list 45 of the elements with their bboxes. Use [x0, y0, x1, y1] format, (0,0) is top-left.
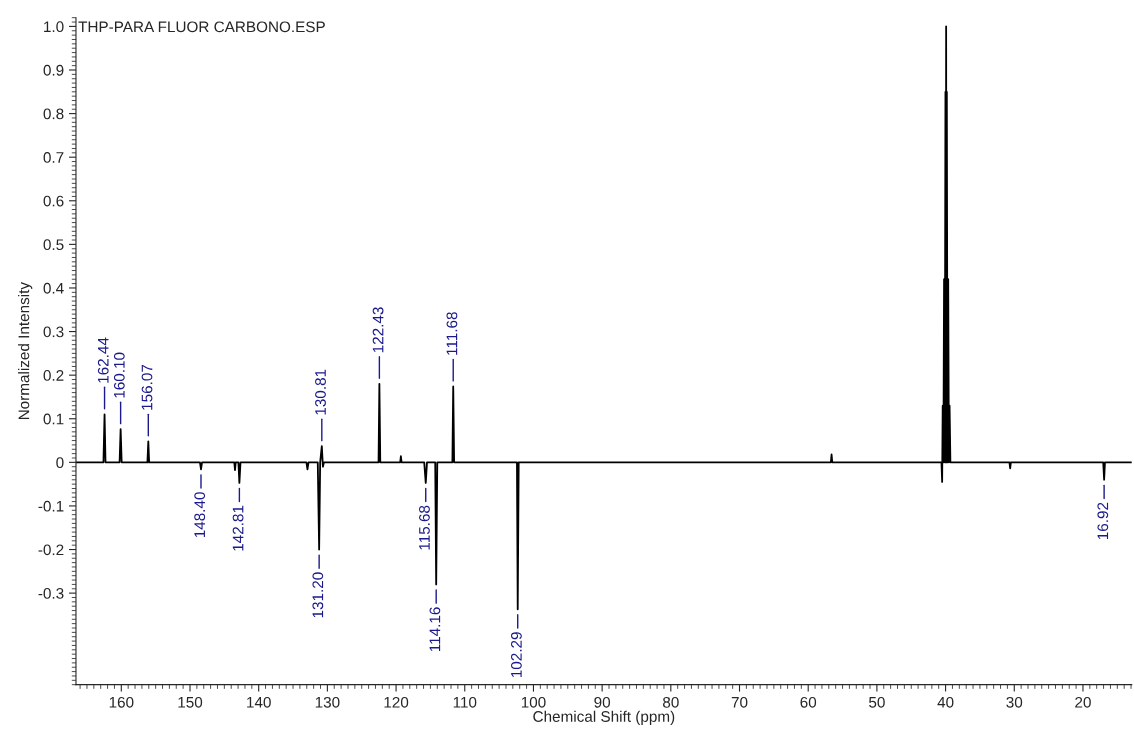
y-axis-title: Normalized Intensity: [18, 282, 33, 420]
y-tick-label: 0.4: [43, 282, 64, 294]
annotation: 160.10: [113, 352, 125, 398]
annotation: 102.29: [511, 632, 522, 678]
y-tick-label: 0.6: [43, 195, 64, 207]
annotation: 122.43: [372, 307, 384, 353]
x-tick-label: 60: [800, 696, 817, 708]
y-tick-label: 0.5: [43, 239, 64, 251]
y-tick-label: 0: [56, 457, 64, 469]
x-tick-label: 130: [315, 696, 340, 708]
x-tick-label: 110: [453, 696, 477, 708]
y-tick-label: 0.3: [43, 326, 64, 338]
y-tick-label: -0.3: [38, 587, 64, 599]
x-tick-label: 160: [109, 696, 134, 708]
annotation: 115.68: [419, 505, 430, 550]
x-tick-label: 140: [247, 696, 271, 708]
annotation: 114.16: [429, 607, 441, 652]
annotation: 162.44: [97, 337, 109, 383]
y-tick-label: 0.2: [43, 370, 64, 381]
x-tick-label: 120: [384, 696, 409, 708]
x-tick-label: 50: [869, 696, 885, 708]
x-tick-label: 100: [521, 696, 546, 708]
x-tick-label: 150: [178, 696, 203, 708]
annotation: 16.92: [1097, 502, 1109, 540]
y-tick-label: 0.1: [43, 413, 64, 425]
x-tick-label: 70: [731, 696, 748, 708]
x-tick-label: 90: [594, 696, 611, 708]
chart-title: THP-PARA FLUOR CARBONO.ESP: [78, 21, 325, 33]
x-tick-label: 40: [937, 696, 954, 708]
x-tick-label: 30: [1006, 696, 1023, 708]
annotation: 156.07: [141, 364, 153, 410]
annotation: 148.40: [194, 492, 206, 538]
x-tick-label: 20: [1075, 696, 1091, 708]
y-tick-label: 0.9: [43, 64, 64, 76]
x-tick-label: 80: [662, 696, 679, 708]
y-tick-label: 1.0: [44, 21, 64, 33]
annotation: 131.20: [312, 572, 324, 618]
annotation: 142.81: [232, 505, 244, 551]
y-tick-label: -0.2: [38, 544, 64, 556]
annotation: 130.81: [315, 369, 326, 415]
y-tick-label: -0.1: [38, 500, 64, 512]
annotation: 111.68: [446, 312, 458, 355]
y-tick-label: 0.8: [43, 108, 64, 120]
y-tick-label: 0.7: [43, 152, 64, 163]
x-axis-title: Chemical Shift (ppm): [533, 710, 675, 725]
